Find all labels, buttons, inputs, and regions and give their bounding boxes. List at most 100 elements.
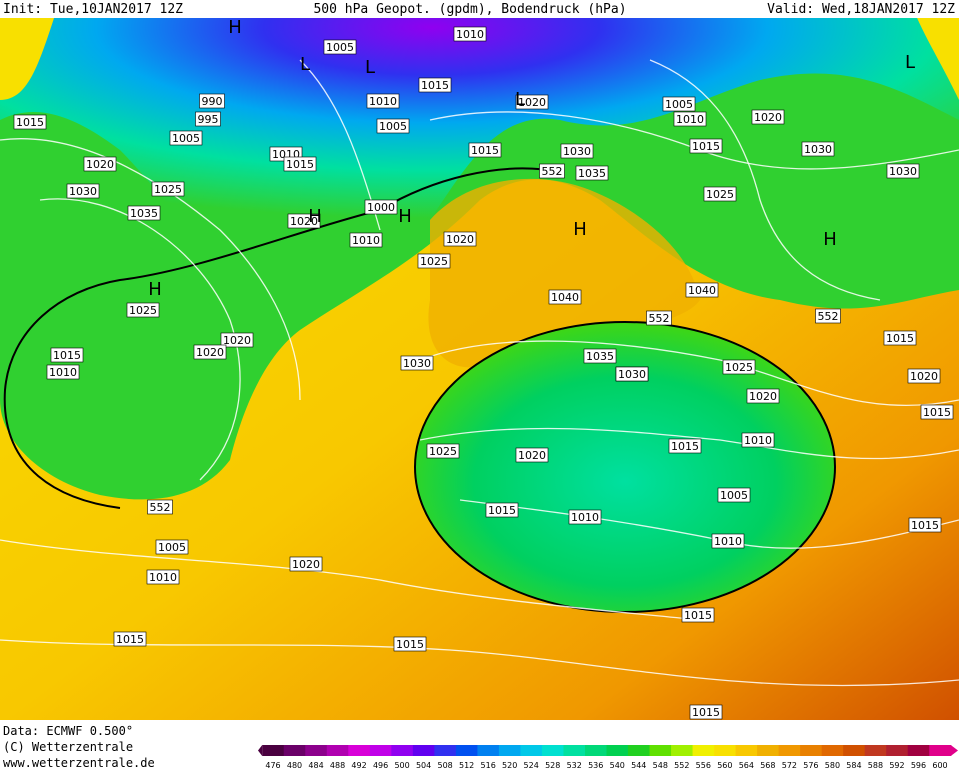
header-bar: [0, 0, 959, 18]
colorbar-tick-label: 504: [416, 761, 431, 770]
contour-label: 1015: [468, 142, 502, 158]
label-box: [539, 163, 565, 179]
contour-552: [3, 167, 561, 509]
contour-label: 1035: [127, 205, 161, 221]
valid-time: Valid: Wed,18JAN2017 12Z: [767, 2, 955, 17]
contour-label: 1005: [662, 96, 696, 112]
contour-value: 1005: [158, 541, 186, 554]
colorbar-swatch: [348, 745, 371, 756]
contour-value: 1020: [290, 215, 318, 228]
colorbar-swatch: [800, 745, 823, 756]
colorbar-tick-label: 560: [717, 761, 732, 770]
label-box: [66, 183, 100, 199]
label-box: [668, 438, 702, 454]
contour-label: 1020: [515, 447, 549, 463]
colorbar-tick-label: 572: [782, 761, 797, 770]
pressure-center: L: [515, 89, 525, 110]
colorbar-swatch: [714, 745, 737, 756]
label-box: [417, 253, 451, 269]
label-box: [127, 205, 161, 221]
colorbar-swatch: [455, 745, 478, 756]
contour-label: 1015: [418, 77, 452, 93]
colorbar-tick-label: 568: [760, 761, 775, 770]
contour-label: 1030: [560, 143, 594, 159]
contour-value: 1030: [563, 145, 591, 158]
contour-value: 1005: [172, 132, 200, 145]
contour-value: 1010: [571, 511, 599, 524]
contour-value: 1035: [586, 350, 614, 363]
colorbar-tick-label: 512: [459, 761, 474, 770]
contour-value: 1015: [684, 609, 712, 622]
label-box: [418, 77, 452, 93]
colorbar-tick-label: 476: [265, 761, 280, 770]
contour-value: 1015: [923, 406, 951, 419]
label-box: [283, 156, 317, 172]
contour-value: 1025: [420, 255, 448, 268]
label-box: [50, 347, 84, 363]
colorbar-swatch: [843, 745, 866, 756]
colorbar-tick-label: 544: [631, 761, 646, 770]
ridge-region: [428, 178, 700, 368]
contour-label: 1010: [673, 111, 707, 127]
contour-value: 1030: [618, 368, 646, 381]
contour-value: 1005: [326, 41, 354, 54]
contour-value: 1015: [692, 706, 720, 719]
label-box: [703, 186, 737, 202]
label-box: [689, 138, 723, 154]
contour-value: 1020: [86, 158, 114, 171]
pressure-center: L: [905, 52, 915, 73]
contour-label: 1015: [920, 404, 954, 420]
contour-value: 1015: [116, 633, 144, 646]
colorbar-swatch: [584, 745, 607, 756]
label-box: [920, 404, 954, 420]
contour-label: 1005: [376, 118, 410, 134]
colorbar-swatch: [735, 745, 758, 756]
contour-value: 1025: [725, 361, 753, 374]
colorbar-tick-label: 496: [373, 761, 388, 770]
label-box: [681, 607, 715, 623]
label-box: [646, 310, 672, 326]
pressure-center: L: [365, 57, 375, 78]
contour-label: 1010: [349, 232, 383, 248]
label-box: [815, 308, 841, 324]
contour-value: 552: [542, 165, 563, 178]
colorbar-tick-label: 532: [567, 761, 582, 770]
label-box: [193, 344, 227, 360]
contour-label: 1015: [681, 607, 715, 623]
contour-label: 1025: [703, 186, 737, 202]
data-source: Data: ECMWF 0.500°: [3, 724, 133, 738]
contour-label: 1010: [366, 93, 400, 109]
label-box: [146, 569, 180, 585]
contour-label: 1010: [741, 432, 775, 448]
label-box: [548, 289, 582, 305]
colorbar-tick-label: 480: [287, 761, 302, 770]
contour-value: 1010: [744, 434, 772, 447]
contour-value: 1020: [518, 96, 546, 109]
contour-value: 1010: [676, 113, 704, 126]
contour-value: 1010: [456, 28, 484, 41]
contour-label: 1015: [485, 502, 519, 518]
colorbar-tick-label: 576: [803, 761, 818, 770]
colorbar-swatch: [369, 745, 392, 756]
contour-value: 1015: [911, 519, 939, 532]
colorbar-tick-label: 552: [674, 761, 689, 770]
contour-value: 1030: [69, 185, 97, 198]
label-box: [615, 366, 649, 382]
contour-label: 1030: [400, 355, 434, 371]
pressure-center: H: [308, 206, 322, 227]
contour-value: 1020: [292, 558, 320, 571]
contour-label: 1025: [151, 181, 185, 197]
colorbar-tick-label: 484: [308, 761, 323, 770]
contour-value: 1015: [671, 440, 699, 453]
contour-label: 552: [646, 310, 672, 326]
contour-label: 1015: [113, 631, 147, 647]
colorbar-swatch: [692, 745, 715, 756]
contour-label: 1020: [515, 94, 549, 110]
label-box: [83, 156, 117, 172]
colorbar-swatch: [606, 745, 629, 756]
colorbar-swatch: [305, 745, 328, 756]
contour-value: 1015: [471, 144, 499, 157]
label-box: [689, 704, 723, 720]
contour-value: 1020: [754, 111, 782, 124]
